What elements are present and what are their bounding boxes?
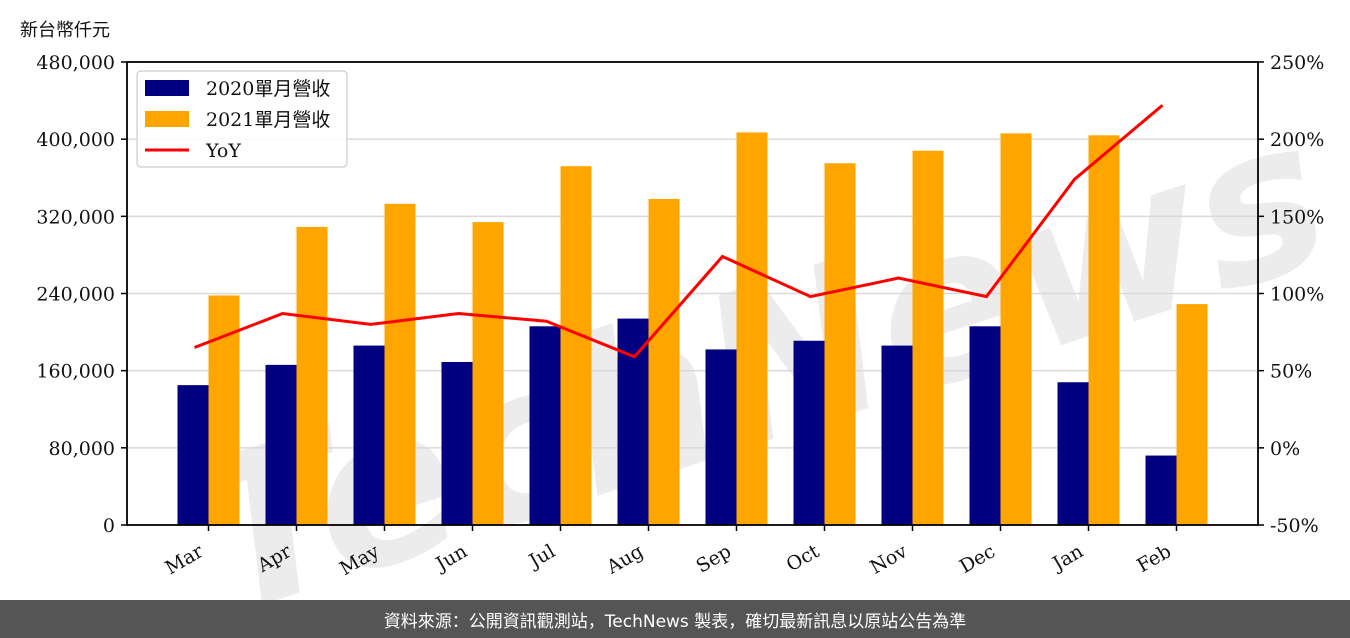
bar-2021-feb <box>1176 304 1208 525</box>
bar-2021-may <box>384 203 416 525</box>
bar-2021-dec <box>1000 133 1032 526</box>
legend-label: 2021單月營收 <box>206 109 330 131</box>
source-footer: 資料來源：公開資訊觀測站，TechNews 製表，確切最新訊息以原站公告為準 <box>0 600 1350 638</box>
x-tick-label: Feb <box>1133 540 1175 577</box>
legend-swatch <box>145 80 189 96</box>
bar-2020-oct <box>793 340 825 525</box>
y-tick-label: 400,000 <box>36 129 115 151</box>
legend-label: 2020單月營收 <box>206 78 330 100</box>
bar-2021-mar <box>208 295 240 525</box>
bar-2021-nov <box>912 150 944 525</box>
yoy-line <box>193 104 1164 359</box>
legend-box <box>136 70 348 168</box>
y-tick-label: 160,000 <box>36 361 115 383</box>
bar-2020-dec <box>969 326 1001 525</box>
bar-2021-jun <box>472 222 504 525</box>
bar-2020-jul <box>529 326 561 525</box>
x-tick-label: Mar <box>161 540 207 579</box>
y-tick-label: 80,000 <box>49 438 115 460</box>
bar-2021-jan <box>1088 135 1120 525</box>
y-tick-label: 320,000 <box>36 206 115 228</box>
bar-2021-jul <box>560 166 592 526</box>
x-tick-label: Nov <box>866 540 911 579</box>
y-tick-label: 480,000 <box>36 52 115 74</box>
bar-2020-aug <box>617 318 649 525</box>
y2-tick-label: -50% <box>1270 515 1319 537</box>
x-tick-label: Oct <box>783 540 824 576</box>
bar-2020-nov <box>881 345 913 525</box>
y-axis-unit-label: 新台幣仟元 <box>20 20 110 41</box>
legend-label: YoY <box>205 140 241 162</box>
legend-swatch <box>145 111 189 127</box>
x-tick-label: Sep <box>692 540 735 577</box>
y2-tick-label: 100% <box>1270 284 1324 306</box>
y2-tick-label: 250% <box>1270 52 1324 74</box>
bar-2021-aug <box>648 198 680 526</box>
y-tick-label: 240,000 <box>36 284 115 306</box>
y2-tick-label: 150% <box>1270 206 1324 228</box>
x-tick-label: Dec <box>956 540 999 578</box>
yoy-polyline <box>193 104 1164 359</box>
bar-2020-sep <box>705 349 737 525</box>
bar-2021-sep <box>736 132 768 525</box>
bar-2021-apr <box>296 226 328 525</box>
legend: 2020單月營收 2021單月營收 YoY <box>136 70 348 168</box>
y2-tick-label: 200% <box>1270 129 1324 151</box>
y2-tick-label: 50% <box>1270 361 1312 383</box>
x-tick-label: Aug <box>602 540 647 579</box>
x-tick-label: Jan <box>1047 540 1087 576</box>
bar-2020-may <box>353 345 385 525</box>
bar-2020-jan <box>1057 382 1089 525</box>
bars <box>177 132 1208 526</box>
revenue-chart: TechNews 080,000160,000240,000320,000400… <box>36 52 1350 600</box>
bar-2020-feb <box>1145 455 1177 525</box>
footer-text: 資料來源：公開資訊觀測站，TechNews 製表，確切最新訊息以原站公告為準 <box>383 611 967 632</box>
bar-2020-mar <box>177 385 209 525</box>
bar-2021-oct <box>824 163 856 525</box>
bar-2020-apr <box>265 364 297 525</box>
y-tick-label: 0 <box>103 515 115 537</box>
y2-tick-label: 0% <box>1270 438 1300 460</box>
bar-2020-jun <box>441 361 473 525</box>
